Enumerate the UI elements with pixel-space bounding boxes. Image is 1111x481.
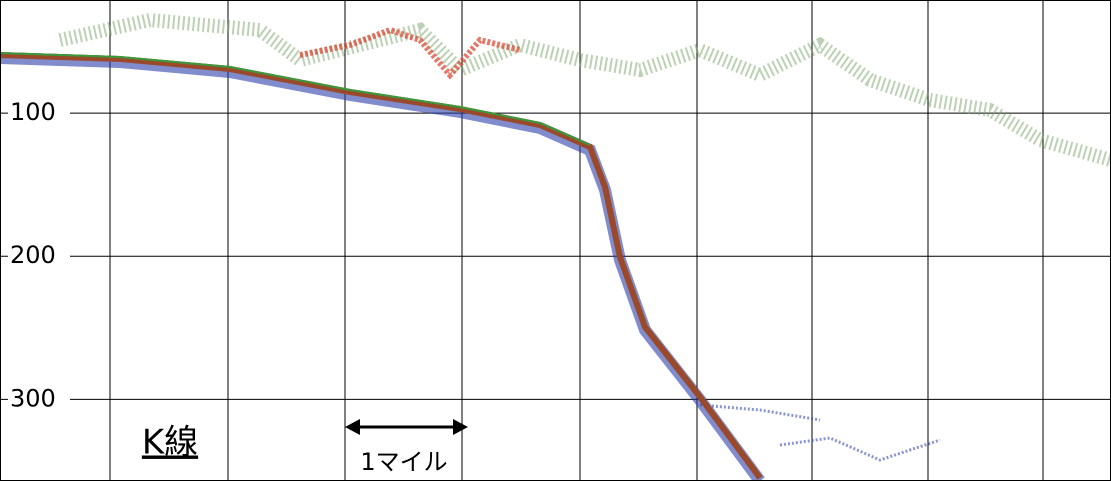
line-name: K線 xyxy=(142,423,198,463)
scale-label: 1マイル xyxy=(360,448,447,476)
y-tick-label: 100 xyxy=(10,98,56,126)
y-tick-label: 200 xyxy=(10,241,56,269)
echogram: 1マイル K線 100 200 300 xyxy=(0,0,1111,481)
scale-bar: 1マイル xyxy=(345,419,468,478)
y-tick-label: 300 xyxy=(10,384,56,412)
